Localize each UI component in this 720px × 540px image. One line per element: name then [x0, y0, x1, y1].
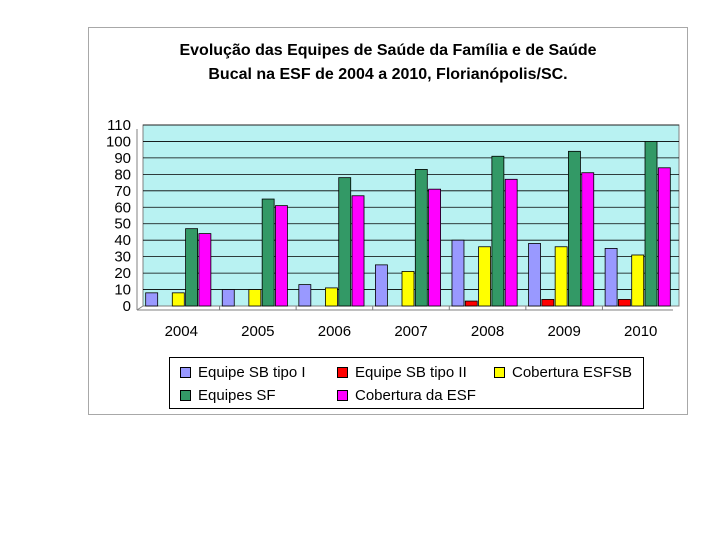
y-tick-label: 100 — [106, 133, 131, 150]
legend-item-equipe-sb-tipo-i: Equipe SB tipo I — [180, 364, 306, 381]
y-tick-label: 60 — [114, 199, 131, 216]
bar-equipe-sb-tipo-ii-2010 — [618, 299, 631, 307]
bar-equipe-sb-tipo-i-2009 — [528, 243, 541, 307]
bar-equipes-sf-2010 — [644, 141, 658, 307]
bar-equipe-sb-tipo-i-2005 — [221, 289, 235, 307]
bar-cobertura-esfsb-2007 — [401, 271, 415, 307]
x-tick-label: 2007 — [394, 323, 427, 340]
bar-cobertura-esfsb-2009 — [554, 246, 568, 307]
y-tick-label: 30 — [114, 249, 131, 266]
bar-equipes-sf-2007 — [414, 169, 428, 307]
y-tick-label: 50 — [114, 216, 131, 233]
bar-cobertura-esfsb-2005 — [248, 289, 262, 307]
bar-cobertura-da-esf-2006 — [351, 195, 365, 307]
bar-cobertura-da-esf-2010 — [657, 167, 671, 307]
x-tick-label: 2005 — [241, 323, 274, 340]
chart-title-line-1: Evolução das Equipes de Saúde da Família… — [179, 42, 597, 59]
axis-corner — [136, 305, 144, 311]
x-tick-label: 2006 — [318, 323, 351, 340]
bar-equipe-sb-tipo-ii-2009 — [541, 299, 555, 307]
y-tick-label: 70 — [114, 183, 131, 200]
legend-swatch — [337, 390, 348, 401]
bar-cobertura-da-esf-2009 — [581, 172, 595, 307]
bar-equipe-sb-tipo-i-2004 — [145, 292, 159, 307]
bar-equipes-sf-2006 — [338, 177, 352, 307]
y-tick-label: 20 — [114, 265, 131, 282]
bar-equipe-sb-tipo-i-2010 — [604, 248, 618, 307]
bar-equipe-sb-tipo-i-2007 — [374, 264, 388, 307]
bar-cobertura-esfsb-2010 — [631, 254, 645, 307]
bar-cobertura-da-esf-2004 — [198, 233, 212, 307]
y-tick-label: 10 — [114, 282, 131, 299]
chart-title-line-2: Bucal na ESF de 2004 a 2010, Florianópol… — [208, 66, 568, 83]
chart-frame: 0 10 20 30 40 50 60 70 80 90 100 110 2004 2005 2006 200… — [88, 27, 688, 415]
bar-equipes-sf-2009 — [568, 150, 581, 307]
legend-swatch — [337, 367, 348, 378]
legend-swatch — [180, 390, 191, 401]
bar-equipe-sb-tipo-i-2008 — [451, 239, 465, 307]
bar-cobertura-esfsb-2006 — [325, 287, 338, 307]
bar-cobertura-da-esf-2007 — [428, 188, 442, 307]
bar-equipe-sb-tipo-i-2006 — [298, 284, 312, 307]
bar-equipes-sf-2005 — [261, 198, 275, 307]
legend-label: Equipe SB tipo I — [198, 364, 306, 381]
legend-item-cobertura-esfsb: Cobertura ESFSB — [494, 364, 632, 381]
chart-title: Evolução das Equipes de Saúde da Família… — [89, 39, 687, 87]
legend-label: Equipe SB tipo II — [355, 364, 467, 381]
legend-item-equipe-sb-tipo-ii: Equipe SB tipo II — [337, 364, 467, 381]
y-tick-label: 80 — [114, 166, 131, 183]
y-tick-label: 0 — [123, 298, 131, 315]
bar-cobertura-da-esf-2008 — [504, 178, 518, 307]
y-tick-label: 40 — [114, 232, 131, 249]
bar-equipes-sf-2008 — [491, 155, 505, 307]
legend-label: Cobertura ESFSB — [512, 364, 633, 381]
y-tick-label: 110 — [107, 117, 131, 134]
legend-label: Equipes SF — [198, 387, 276, 404]
bar-equipe-sb-tipo-ii-2008 — [464, 300, 478, 307]
legend-swatch — [494, 367, 505, 378]
legend: Equipe SB tipo I Equipe SB tipo II Cober… — [169, 357, 644, 409]
x-tick-label: 2008 — [471, 323, 504, 340]
bar-cobertura-da-esf-2005 — [275, 205, 288, 307]
x-tick-label: 2009 — [547, 323, 580, 340]
bar-equipes-sf-2004 — [185, 228, 198, 307]
x-tick-label: 2004 — [165, 323, 198, 340]
legend-item-equipes-sf: Equipes SF — [180, 387, 276, 404]
y-tick-label: 90 — [114, 150, 131, 167]
legend-item-cobertura-da-esf: Cobertura da ESF — [337, 387, 476, 404]
legend-label: Cobertura da ESF — [355, 387, 476, 404]
legend-swatch — [180, 367, 191, 378]
bar-cobertura-esfsb-2008 — [478, 246, 491, 307]
bar-cobertura-esfsb-2004 — [171, 292, 185, 307]
x-tick-label: 2010 — [624, 323, 657, 340]
